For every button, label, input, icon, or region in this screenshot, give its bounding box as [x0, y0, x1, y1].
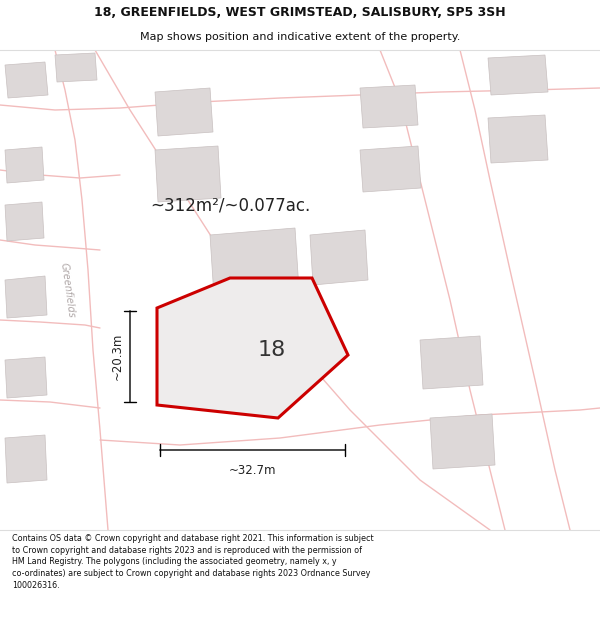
- Text: 18: 18: [258, 340, 286, 360]
- Polygon shape: [210, 228, 300, 312]
- Polygon shape: [155, 88, 213, 136]
- Polygon shape: [155, 146, 221, 202]
- Polygon shape: [310, 230, 368, 285]
- Polygon shape: [5, 276, 47, 318]
- Polygon shape: [5, 357, 47, 398]
- Text: ~312m²/~0.077ac.: ~312m²/~0.077ac.: [150, 196, 310, 214]
- Polygon shape: [488, 115, 548, 163]
- Polygon shape: [5, 435, 47, 483]
- Text: Greenfields: Greenfields: [58, 262, 76, 318]
- Polygon shape: [157, 278, 348, 418]
- Text: Map shows position and indicative extent of the property.: Map shows position and indicative extent…: [140, 32, 460, 43]
- Polygon shape: [430, 414, 495, 469]
- Polygon shape: [360, 146, 421, 192]
- Polygon shape: [5, 147, 44, 183]
- Text: ~32.7m: ~32.7m: [229, 464, 276, 477]
- Text: 18, GREENFIELDS, WEST GRIMSTEAD, SALISBURY, SP5 3SH: 18, GREENFIELDS, WEST GRIMSTEAD, SALISBU…: [94, 6, 506, 19]
- Polygon shape: [5, 62, 48, 98]
- Text: ~20.3m: ~20.3m: [111, 332, 124, 380]
- Polygon shape: [360, 85, 418, 128]
- Polygon shape: [55, 53, 97, 82]
- Polygon shape: [420, 336, 483, 389]
- Polygon shape: [488, 55, 548, 95]
- Polygon shape: [5, 202, 44, 241]
- Text: Contains OS data © Crown copyright and database right 2021. This information is : Contains OS data © Crown copyright and d…: [12, 534, 374, 590]
